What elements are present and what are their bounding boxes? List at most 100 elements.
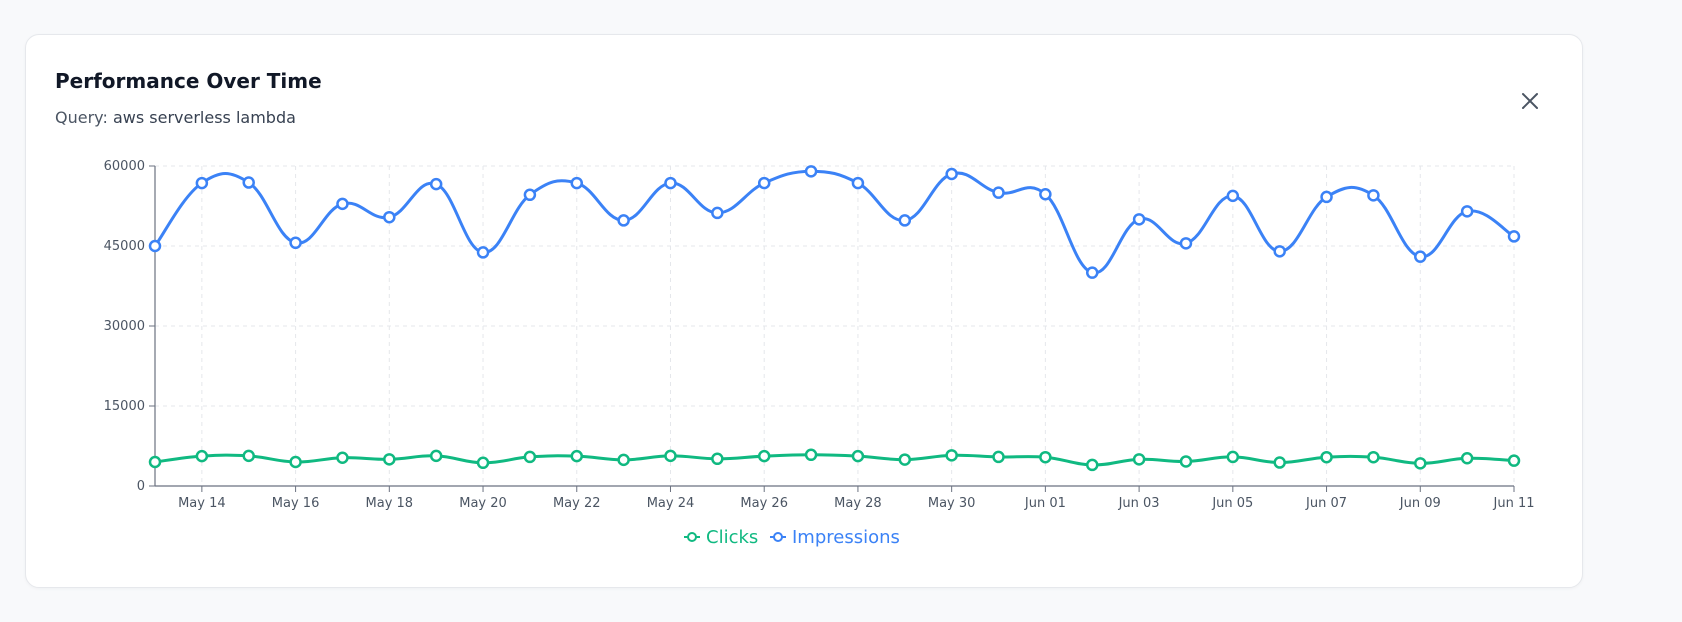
close-button[interactable] (1515, 86, 1545, 116)
x-tick-label: May 26 (740, 496, 788, 511)
impressions-point[interactable] (1507, 230, 1521, 243)
legend-swatch-marker (687, 532, 697, 542)
impressions-point[interactable] (242, 176, 255, 189)
impressions-point[interactable] (289, 236, 302, 250)
clicks-point[interactable] (289, 455, 302, 469)
impressions-point[interactable] (570, 176, 584, 190)
x-tick-label: Jun 05 (1211, 496, 1253, 511)
x-tick-label: May 30 (928, 496, 976, 511)
clicks-point[interactable] (336, 451, 349, 464)
query-prefix: Query: (55, 108, 108, 127)
x-tick-label: May 18 (366, 496, 414, 511)
clicks-point[interactable] (757, 449, 771, 463)
clicks-point[interactable] (1132, 453, 1146, 466)
impressions-point[interactable] (429, 177, 443, 191)
x-tick-label: Jun 07 (1305, 496, 1347, 511)
impressions-point[interactable] (195, 176, 209, 190)
x-tick-label: May 20 (459, 496, 507, 511)
clicks-point[interactable] (1273, 456, 1286, 469)
clicks-point[interactable] (804, 448, 818, 462)
query-subtitle: Query: aws serverless lambda (55, 108, 296, 127)
clicks-point[interactable] (1226, 450, 1240, 464)
x-tick-label: Jun 09 (1399, 496, 1441, 511)
clicks-point[interactable] (148, 455, 162, 469)
legend-label-clicks: Clicks (706, 527, 758, 548)
clicks-point[interactable] (1085, 458, 1099, 472)
impressions-point[interactable] (1367, 189, 1380, 202)
impressions-point[interactable] (1085, 266, 1099, 279)
legend-item-impressions[interactable]: Impressions (770, 527, 900, 548)
close-icon (1522, 93, 1538, 109)
impressions-point[interactable] (336, 197, 349, 211)
performance-card: Performance Over Time Query: aws serverl… (25, 34, 1583, 588)
impressions-point[interactable] (476, 246, 490, 259)
x-tick-label: Jun 01 (1024, 496, 1066, 511)
clicks-point[interactable] (617, 453, 630, 467)
impressions-point[interactable] (945, 167, 958, 181)
clicks-point[interactable] (664, 449, 677, 463)
impressions-point[interactable] (148, 239, 162, 253)
clicks-line (154, 453, 1515, 467)
chart-legend[interactable]: Clicks Impressions (684, 527, 900, 548)
x-tick-label: May 14 (178, 496, 226, 511)
clicks-point[interactable] (570, 449, 584, 463)
clicks-point[interactable] (1507, 454, 1521, 467)
x-tick-label: May 16 (272, 496, 320, 511)
impressions-point[interactable] (1320, 190, 1333, 204)
clicks-point[interactable] (1460, 452, 1474, 465)
impressions-point[interactable] (711, 206, 724, 220)
clicks-point[interactable] (476, 456, 490, 470)
x-tick-label: May 22 (553, 496, 601, 511)
chart-series (148, 165, 1521, 472)
impressions-point[interactable] (757, 176, 771, 190)
impressions-point[interactable] (383, 210, 396, 224)
impressions-point[interactable] (851, 176, 865, 190)
legend-swatch-marker (773, 532, 783, 542)
impressions-point[interactable] (523, 188, 537, 202)
x-tick-label: May 28 (834, 496, 882, 511)
y-tick-label: 45000 (104, 239, 145, 254)
impressions-point[interactable] (1414, 250, 1427, 263)
legend-label-impressions: Impressions (792, 527, 900, 548)
card-title: Performance Over Time (55, 69, 322, 93)
y-tick-label: 60000 (104, 159, 145, 174)
query-text: aws serverless lambda (112, 108, 296, 127)
clicks-point[interactable] (1179, 455, 1193, 468)
clicks-point[interactable] (429, 449, 443, 463)
impressions-point[interactable] (1460, 205, 1474, 218)
clicks-point[interactable] (945, 449, 958, 462)
chart-grid (155, 165, 1515, 486)
clicks-point[interactable] (851, 449, 865, 463)
clicks-point[interactable] (898, 453, 912, 466)
clicks-point[interactable] (242, 449, 255, 463)
clicks-point[interactable] (992, 450, 1005, 464)
clicks-point[interactable] (1039, 450, 1052, 464)
chart-axes: 0 15000 30000 45000 60000 May 14 May 16 May 18 M… (104, 159, 1535, 511)
y-tick-label: 15000 (104, 399, 145, 414)
x-tick-label: May 24 (647, 496, 695, 511)
impressions-point[interactable] (898, 214, 912, 227)
impressions-point[interactable] (804, 165, 818, 178)
impressions-point[interactable] (1039, 188, 1052, 201)
y-tick-label: 0 (137, 479, 145, 494)
impressions-point[interactable] (1226, 189, 1240, 203)
impressions-point[interactable] (992, 186, 1005, 199)
legend-item-clicks[interactable]: Clicks (684, 527, 758, 548)
impressions-point[interactable] (1179, 237, 1193, 250)
clicks-point[interactable] (711, 452, 724, 466)
clicks-point[interactable] (1320, 450, 1333, 464)
clicks-point[interactable] (523, 450, 537, 464)
impressions-point[interactable] (664, 176, 677, 190)
x-tick-label: Jun 03 (1118, 496, 1160, 511)
x-tick-label: Jun 11 (1493, 496, 1535, 511)
clicks-point[interactable] (383, 453, 396, 466)
clicks-point[interactable] (1414, 457, 1427, 470)
impressions-point[interactable] (1132, 213, 1146, 226)
clicks-point[interactable] (195, 449, 209, 463)
impressions-point[interactable] (617, 214, 630, 227)
impressions-point[interactable] (1273, 245, 1286, 258)
clicks-point[interactable] (1367, 450, 1380, 464)
y-tick-label: 30000 (104, 319, 145, 334)
impressions-line (153, 169, 1515, 275)
